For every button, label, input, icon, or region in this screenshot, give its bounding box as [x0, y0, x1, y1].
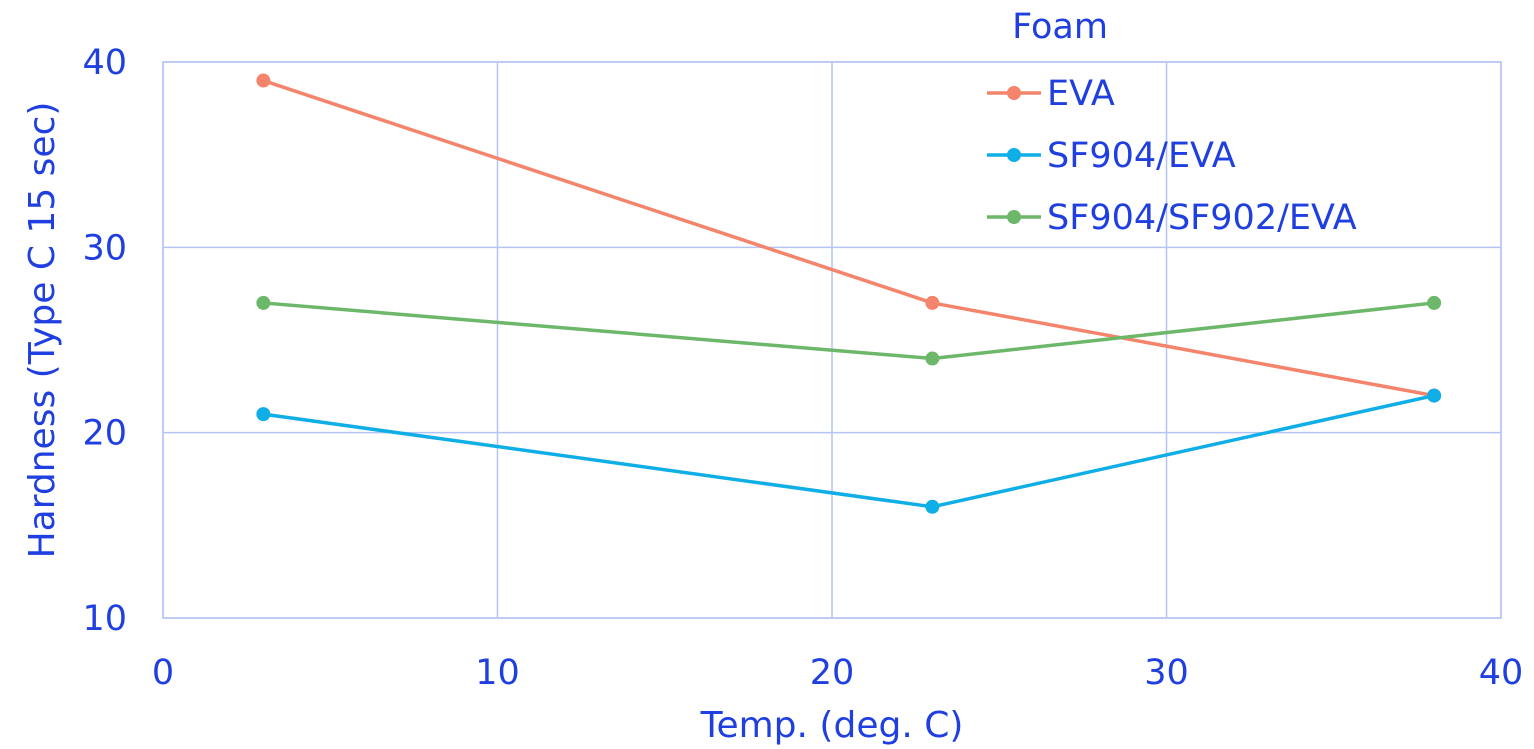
- series-line: [263, 301, 1435, 361]
- x-axis-title: Temp. (deg. C): [700, 705, 964, 746]
- x-tick-label: 20: [810, 653, 855, 693]
- data-point: [925, 499, 940, 514]
- x-tick-label: 0: [152, 653, 174, 693]
- series-line: [262, 78, 1435, 398]
- y-tick-label: 20: [82, 414, 127, 454]
- grid-lines: [162, 61, 1502, 619]
- y-axis-title: Hardness (Type C 15 sec): [22, 102, 63, 559]
- data-point: [1427, 295, 1442, 310]
- legend-swatch-marker: [1007, 86, 1021, 100]
- x-tick-labels: 0 10 20 30 40: [152, 653, 1523, 693]
- legend-label: SF904/SF902/EVA: [1047, 198, 1357, 238]
- legend-label: EVA: [1047, 74, 1115, 114]
- legend: Foam EVA SF904/EVA SF904/SF902/EVA: [987, 7, 1357, 238]
- series-lines: [256, 73, 1442, 514]
- data-point: [256, 295, 271, 310]
- series-2: [256, 295, 1442, 366]
- data-point: [256, 407, 271, 422]
- y-tick-label: 40: [82, 43, 127, 83]
- y-tick-labels: 10 20 30 40: [82, 43, 127, 639]
- data-point: [925, 295, 940, 310]
- series-line: [263, 393, 1435, 509]
- legend-item: EVA: [987, 74, 1115, 114]
- legend-item: SF904/EVA: [987, 136, 1236, 176]
- y-tick-label: 30: [82, 228, 127, 268]
- legend-title: Foam: [1012, 7, 1108, 47]
- x-tick-label: 30: [1144, 653, 1189, 693]
- plot-frame: [162, 61, 1502, 619]
- legend-item: SF904/SF902/EVA: [987, 198, 1357, 238]
- legend-swatch-marker: [1007, 148, 1021, 162]
- legend-label: SF904/EVA: [1047, 136, 1236, 176]
- legend-swatch-marker: [1007, 210, 1021, 224]
- y-tick-label: 10: [82, 599, 127, 639]
- data-point: [925, 351, 940, 366]
- x-tick-label: 40: [1479, 653, 1524, 693]
- data-point: [256, 73, 271, 88]
- data-point: [1427, 388, 1442, 403]
- x-tick-label: 10: [475, 653, 520, 693]
- series-1: [256, 388, 1442, 514]
